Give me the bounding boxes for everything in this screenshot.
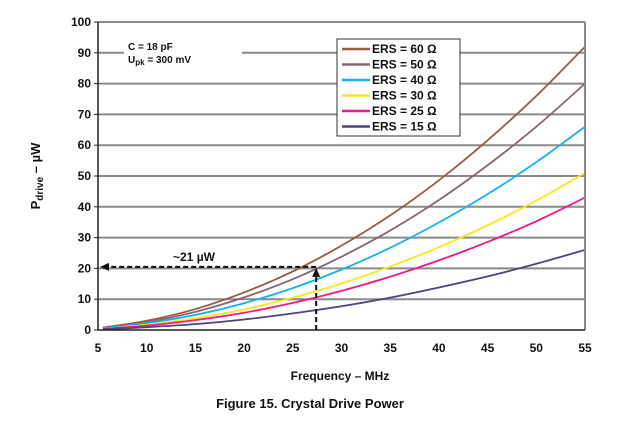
y-tick-label: 60 xyxy=(78,138,92,152)
x-tick-label: 40 xyxy=(432,341,446,355)
y-tick-label: 30 xyxy=(78,231,92,245)
y-axis-label: Pdrive – µW xyxy=(28,142,46,210)
x-tick-label: 30 xyxy=(335,341,349,355)
x-tick-label: 45 xyxy=(481,341,495,355)
y-tick-label: 70 xyxy=(78,107,92,121)
x-tick-label: 55 xyxy=(578,341,592,355)
annotation: ~21 µW xyxy=(100,250,321,330)
legend-label: ERS = 30 Ω xyxy=(372,89,437,103)
tick-labels: 0 10 20 30 40 50 60 70 80 90 100 5 10 15 20 25 30 35 40 45 5… xyxy=(71,15,592,355)
series-line-3 xyxy=(102,172,586,330)
conditions-label: C = 18 pF Upk = 300 mV xyxy=(124,38,242,68)
series-line-2 xyxy=(102,125,586,330)
series-line-4 xyxy=(102,196,586,330)
y-tick-label: 40 xyxy=(78,200,92,214)
y-tick-label: 20 xyxy=(78,261,92,275)
legend-label: ERS = 25 Ω xyxy=(372,104,437,118)
x-tick-label: 50 xyxy=(530,341,544,355)
condition-capacitance: C = 18 pF xyxy=(128,42,173,53)
y-tick-label: 10 xyxy=(78,292,92,306)
y-tick-label: 80 xyxy=(78,77,92,91)
y-tick-label: 50 xyxy=(78,169,92,183)
x-tick-label: 5 xyxy=(95,341,102,355)
series-line-5 xyxy=(102,249,586,331)
legend-label: ERS = 50 Ω xyxy=(372,58,437,72)
legend-label: ERS = 60 Ω xyxy=(372,42,437,56)
x-tick-label: 15 xyxy=(189,341,203,355)
figure-caption: Figure 15. Crystal Drive Power xyxy=(216,396,404,411)
arrowhead-up-icon xyxy=(312,267,321,277)
y-tick-label: 0 xyxy=(84,323,91,337)
condition-voltage: Upk = 300 mV xyxy=(128,55,191,67)
axes xyxy=(94,21,586,331)
series-line-1 xyxy=(102,82,586,329)
series-line-0 xyxy=(102,46,586,329)
series-group xyxy=(102,46,586,331)
x-tick-label: 20 xyxy=(237,341,251,355)
x-axis-label: Frequency – MHz xyxy=(291,369,390,383)
x-tick-label: 25 xyxy=(286,341,300,355)
annotation-label: ~21 µW xyxy=(173,250,216,264)
y-tick-label: 90 xyxy=(78,46,92,60)
legend-label: ERS = 15 Ω xyxy=(372,120,437,134)
legend-label: ERS = 40 Ω xyxy=(372,73,437,87)
x-tick-label: 10 xyxy=(140,341,154,355)
x-tick-label: 35 xyxy=(384,341,398,355)
y-tick-label: 100 xyxy=(71,15,91,29)
arrowhead-left-icon xyxy=(100,262,109,271)
